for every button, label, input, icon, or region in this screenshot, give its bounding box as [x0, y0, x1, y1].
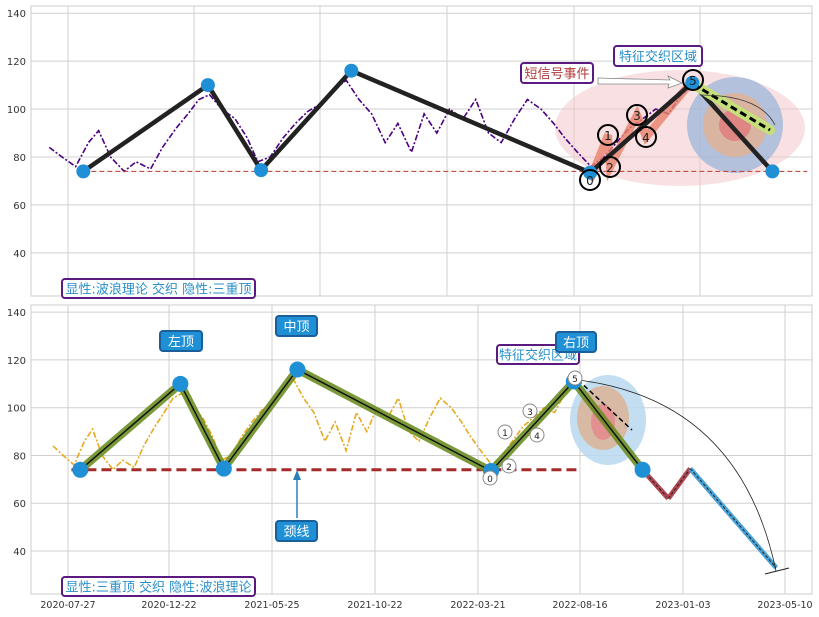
wave-label: 4 [642, 131, 650, 145]
caption-label-box [61, 576, 256, 597]
wave-label-circle [635, 126, 657, 148]
wave-label-circle [599, 156, 621, 178]
left-top-label-box [159, 330, 203, 352]
pivot-marker [583, 165, 598, 180]
y-tick-label: 80 [13, 153, 26, 164]
wave-label: 2 [506, 463, 512, 473]
wave-label-circle [597, 124, 619, 146]
top-panel: 40 60 80 100 120 140 0 1 2 34 5 短信号事件 特征交织区域显性:波浪理论 … [7, 5, 813, 299]
plot-area [30, 304, 813, 595]
arc-end-tick [764, 567, 790, 575]
arrow-icon [597, 75, 684, 89]
caption-label-box [61, 278, 256, 299]
wave-label-circle [682, 69, 704, 91]
pivot-marker [685, 75, 700, 90]
forecast-dash [577, 379, 633, 431]
pivot-marker [76, 164, 91, 179]
x-tick-label: 2020-07-27 [40, 600, 95, 611]
x-tick-label: 2022-03-21 [450, 600, 505, 611]
mid-top-label: 中顶 [283, 320, 309, 335]
mid-top-label-box [275, 315, 318, 337]
pivot-marker [254, 163, 269, 178]
x-tick-label: 2023-05-10 [757, 600, 812, 611]
forecast-arrow-dash [692, 82, 771, 132]
feature-zone-label-box [613, 45, 703, 67]
y-tick-label: 100 [7, 404, 26, 415]
y-tick-label: 140 [7, 308, 26, 319]
neckline-label-box [275, 520, 318, 542]
pivot-marker [289, 361, 306, 378]
price-line [48, 79, 693, 173]
x-tick-label: 2020-12-22 [141, 600, 196, 611]
wave-label: 1 [502, 429, 508, 439]
y-tick-label: 60 [13, 499, 26, 510]
wave-label: 4 [534, 432, 540, 442]
wave-label-circle [501, 458, 517, 474]
price-line [52, 377, 575, 472]
right-top-label: 右顶 [563, 336, 589, 351]
wave-label: 1 [604, 129, 612, 143]
wave-label-circle [579, 169, 601, 191]
arrow-head-icon [293, 470, 301, 480]
wave-label-circle [567, 370, 583, 386]
x-tick-label: 2022-08-16 [552, 600, 607, 611]
pivot-marker [200, 78, 215, 93]
pivot-marker [72, 461, 89, 478]
y-tick-label: 60 [13, 201, 26, 212]
wave-label-circle [482, 470, 498, 486]
wave-label: 5 [572, 375, 578, 385]
x-tick-label: 2023-01-03 [655, 600, 710, 611]
y-tick-label: 40 [13, 249, 26, 260]
left-top-label: 左顶 [168, 335, 194, 350]
neckline-label: 颈线 [283, 525, 309, 540]
pivot-marker [634, 461, 651, 478]
y-tick-label: 80 [13, 451, 26, 462]
wave-label: 2 [606, 161, 614, 175]
short-signal-label: 短信号事件 [524, 67, 589, 82]
projection-dash [689, 468, 777, 569]
wave-label-circle [529, 427, 545, 443]
wave-label-circle [522, 403, 538, 419]
wave-label: 3 [527, 408, 533, 418]
wave-label-circle [497, 424, 513, 440]
wave-label: 0 [487, 475, 493, 485]
y-tick-label: 120 [7, 57, 26, 68]
forecast-arc [577, 379, 777, 572]
right-top-label-box [555, 331, 597, 353]
caption-label: 显性:三重顶 交织 隐性:波浪理论 [65, 580, 251, 596]
wave-label-circle [626, 104, 648, 126]
feature-zone-label: 特征交织区域 [619, 49, 697, 65]
short-signal-label-box [520, 62, 594, 84]
pivot-marker [344, 63, 359, 78]
pivot-marker [172, 375, 189, 392]
x-tick-label: 2021-10-22 [347, 600, 402, 611]
forecast-arc [699, 94, 776, 126]
wave-label: 0 [586, 174, 594, 188]
y-tick-label: 120 [7, 356, 26, 367]
caption-label: 显性:波浪理论 交织 隐性:三重顶 [65, 282, 251, 298]
y-tick-label: 40 [13, 547, 26, 558]
x-tick-label: 2021-05-25 [244, 600, 299, 611]
y-tick-label: 140 [7, 9, 26, 20]
wave-label: 3 [633, 109, 641, 123]
pivot-marker [765, 164, 780, 179]
y-tick-label: 100 [7, 105, 26, 116]
projection-dash [667, 468, 691, 499]
wave-label: 5 [689, 74, 697, 88]
pivot-marker [215, 460, 232, 477]
